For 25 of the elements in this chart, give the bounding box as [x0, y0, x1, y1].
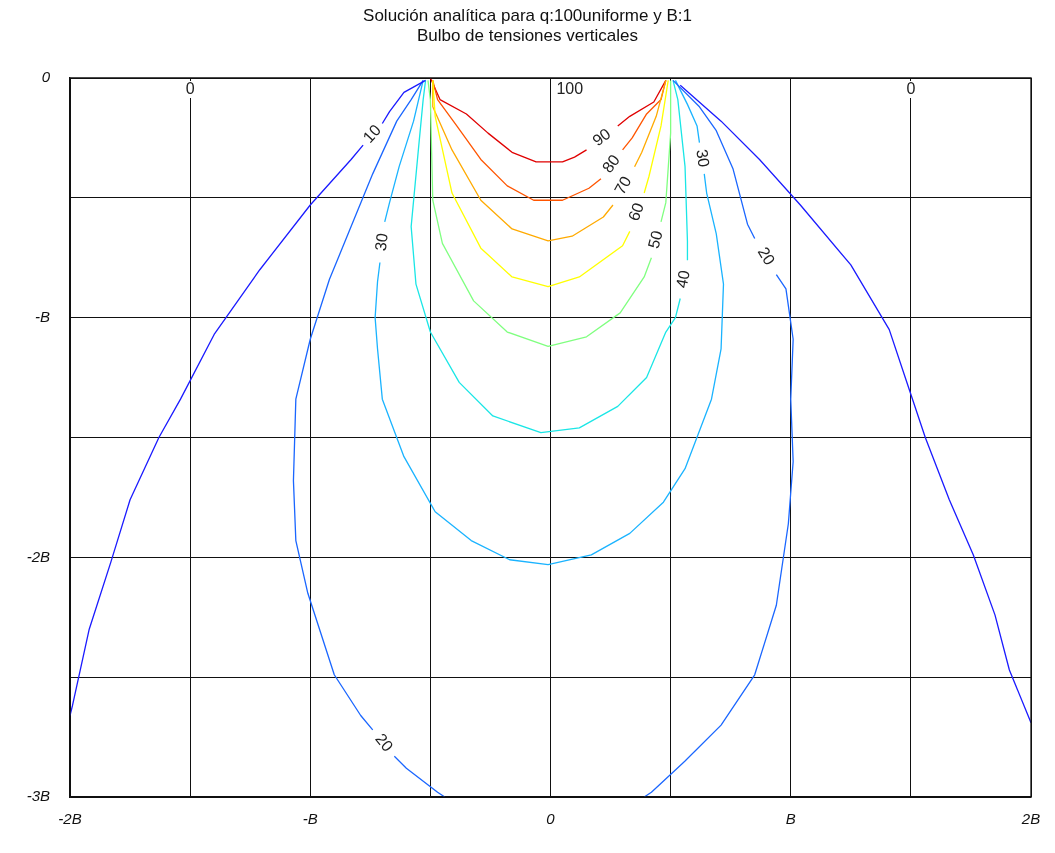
text: 60	[624, 200, 648, 224]
annotation: 100	[556, 80, 584, 98]
y-tick-label: 0	[41, 68, 51, 86]
x-tick-label: -B	[302, 810, 318, 828]
y-tick-label: -3B	[26, 787, 50, 805]
x-tick-label: -2B	[58, 810, 82, 828]
text: 30	[371, 232, 391, 252]
chart-subtitle: Bulbo de tensiones verticales	[415, 26, 640, 46]
x-tick-label: B	[785, 810, 796, 828]
x-tick-label: 2B	[1020, 810, 1041, 828]
annotation: 0	[906, 80, 916, 98]
text: 90	[589, 124, 614, 150]
text: 30	[693, 148, 713, 169]
y-tick-label: -2B	[26, 547, 50, 565]
chart-title: Solución analítica para q:100uniforme y B:1	[362, 6, 693, 26]
annotation: 0	[185, 80, 195, 98]
text: 80	[598, 151, 624, 176]
text: 10	[359, 121, 385, 146]
y-tick-label: -B	[35, 307, 50, 325]
x-tick-label: 0	[546, 810, 556, 828]
text: 70	[611, 173, 635, 198]
text: 20	[372, 730, 397, 755]
text: 50	[644, 228, 666, 251]
text: 40	[672, 268, 693, 290]
text: 20	[754, 243, 779, 269]
